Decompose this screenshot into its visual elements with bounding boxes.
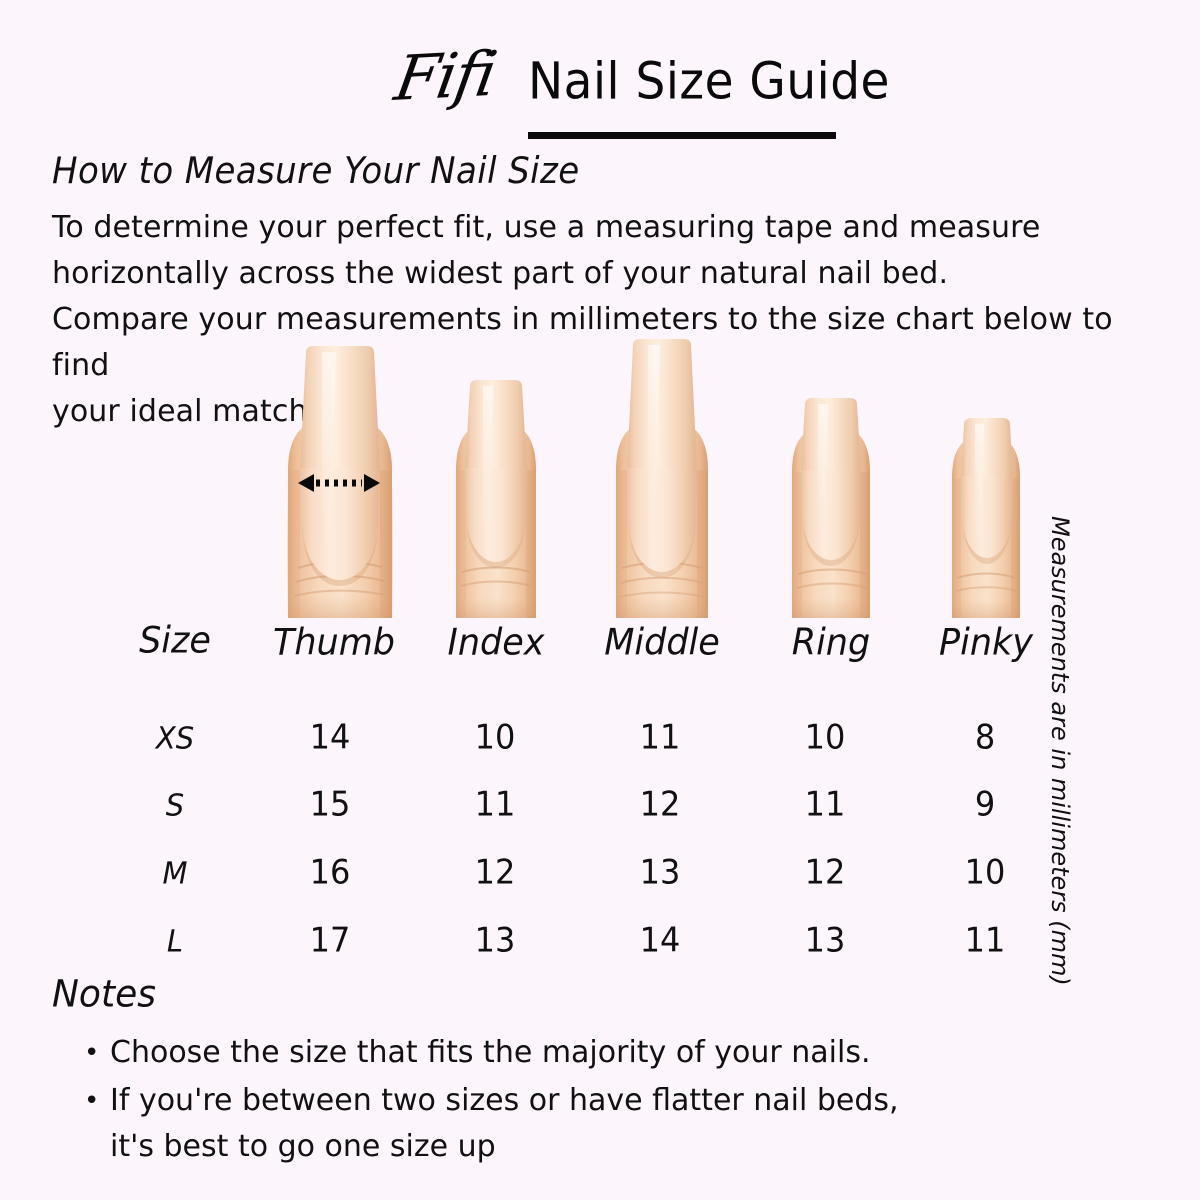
header: Fifi Nail Size Guide [0, 28, 1200, 139]
intro-line-2: horizontally across the widest part of y… [52, 256, 949, 291]
intro-line-1: To determine your perfect fit, use a mea… [52, 210, 1041, 245]
cell-s-middle: 12 [639, 784, 681, 824]
cell-l-middle: 14 [639, 920, 681, 960]
cell-m-ring: 12 [804, 852, 846, 892]
cell-m-index: 12 [474, 852, 516, 892]
intro-line-4: your ideal match. [52, 394, 318, 429]
row-label-m: M [162, 855, 188, 891]
cell-xs-index: 10 [474, 717, 516, 757]
list-item: • Choose the size that fits the majority… [78, 1030, 1028, 1076]
title-underline [528, 132, 836, 139]
row-label-l: L [166, 923, 184, 959]
page-title: Nail Size Guide [528, 52, 890, 112]
note-text-3: it's best to go one size up [110, 1129, 496, 1164]
intro-paragraph: To determine your perfect fit, use a mea… [52, 205, 1142, 435]
finger-pinky [952, 418, 1020, 618]
row-label-s: S [165, 787, 185, 823]
note-text-1: Choose the size that fits the majority o… [110, 1035, 871, 1070]
note-text-2: If you're between two sizes or have flat… [110, 1083, 899, 1118]
cell-s-thumb: 15 [309, 784, 351, 824]
cell-xs-ring: 10 [804, 717, 846, 757]
notes-list: • Choose the size that fits the majority… [78, 1030, 1028, 1172]
cell-l-pinky: 11 [964, 920, 1006, 960]
unit-note-vertical: Measurements are in millimeters (mm) [1046, 516, 1074, 986]
finger-label-ring: Ring [791, 622, 871, 664]
column-header-size: Size [139, 620, 211, 662]
finger-label-thumb: Thumb [272, 622, 396, 664]
cell-m-thumb: 16 [309, 852, 351, 892]
cell-m-middle: 13 [639, 852, 681, 892]
cell-s-index: 11 [474, 784, 516, 824]
cell-m-pinky: 10 [964, 852, 1006, 892]
brand-logo-fifi: Fifi [390, 36, 501, 115]
list-item: • If you're between two sizes or have fl… [78, 1078, 1028, 1170]
cell-xs-middle: 11 [639, 717, 681, 757]
cell-s-ring: 11 [804, 784, 846, 824]
intro-line-3: Compare your measurements in millimeters… [52, 302, 1113, 383]
cell-l-ring: 13 [804, 920, 846, 960]
intro-subheading: How to Measure Your Nail Size [52, 150, 580, 193]
finger-label-pinky: Pinky [939, 622, 1033, 664]
notes-heading: Notes [52, 973, 156, 1017]
bullet-icon: • [84, 1086, 100, 1116]
row-label-xs: XS [155, 720, 195, 756]
cell-xs-pinky: 8 [974, 717, 996, 757]
finger-label-middle: Middle [604, 622, 720, 664]
nail-bed-width-arrow [298, 474, 380, 492]
cell-l-index: 13 [474, 920, 516, 960]
finger-label-index: Index [447, 622, 545, 664]
bullet-icon: • [84, 1038, 100, 1068]
cell-l-thumb: 17 [309, 920, 351, 960]
cell-s-pinky: 9 [974, 784, 996, 824]
cell-xs-thumb: 14 [309, 717, 351, 757]
